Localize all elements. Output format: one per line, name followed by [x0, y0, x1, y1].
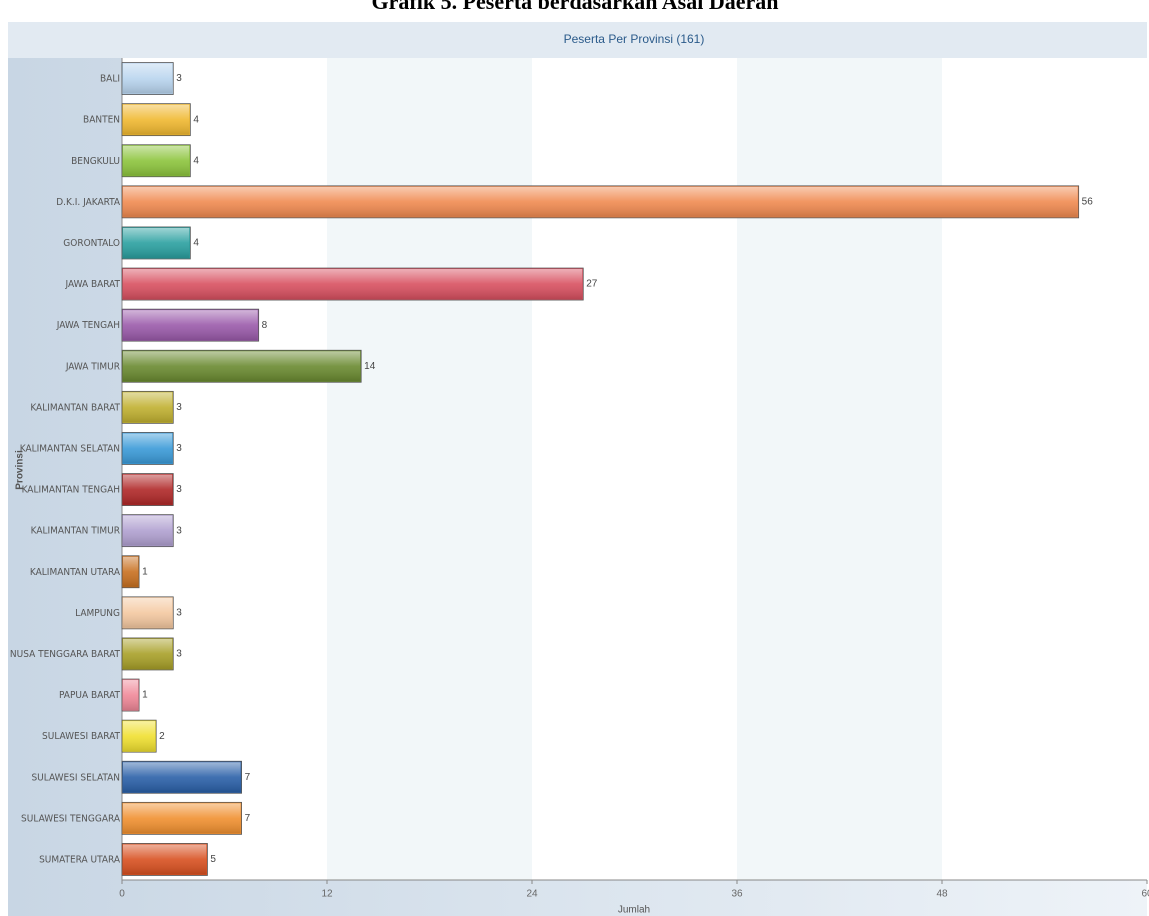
grid-band: [737, 58, 942, 880]
x-tick-label: 48: [936, 889, 948, 900]
plot-area: [122, 58, 1147, 880]
bar-gloss: [123, 104, 190, 135]
value-label: 4: [193, 238, 199, 249]
y-tick-label: JAWA BARAT: [65, 279, 121, 290]
y-tick-label: PAPUA BARAT: [59, 690, 121, 701]
value-label: 3: [176, 73, 182, 84]
bar-gloss: [123, 680, 139, 711]
bar-gloss: [123, 351, 361, 382]
bar-gloss: [123, 556, 139, 587]
y-tick-label: LAMPUNG: [75, 608, 120, 619]
value-label: 7: [245, 772, 251, 783]
value-label: 3: [176, 607, 182, 618]
y-tick-label: KALIMANTAN TENGAH: [22, 485, 120, 496]
bar-gloss: [123, 515, 173, 546]
bar-gloss: [123, 63, 173, 94]
bar-gloss: [123, 597, 173, 628]
y-tick-label: NUSA TENGGARA BARAT: [10, 649, 121, 660]
bar-gloss: [123, 803, 241, 834]
bar-gloss: [123, 474, 173, 505]
x-tick-label: 36: [731, 889, 743, 900]
x-tick-label: 24: [526, 889, 538, 900]
y-tick-label: SULAWESI SELATAN: [31, 772, 120, 783]
bar-gloss: [123, 269, 583, 300]
y-axis-label: Provinsi: [15, 450, 26, 490]
bar-gloss: [123, 186, 1078, 217]
y-tick-label: SUMATERA UTARA: [39, 854, 121, 865]
value-label: 3: [176, 443, 182, 454]
value-label: 3: [176, 402, 182, 413]
value-label: 1: [142, 566, 148, 577]
bar-gloss: [123, 310, 258, 341]
y-tick-label: JAWA TENGAH: [56, 320, 120, 331]
y-tick-label: KALIMANTAN UTARA: [30, 567, 121, 578]
bar-gloss: [123, 638, 173, 669]
value-label: 2: [159, 731, 165, 742]
y-tick-label: KALIMANTAN BARAT: [30, 402, 120, 413]
chart-title: Peserta Per Provinsi (161): [564, 32, 705, 46]
x-tick-label: 12: [321, 889, 333, 900]
value-label: 3: [176, 649, 182, 660]
y-tick-label: GORONTALO: [63, 238, 120, 249]
y-tick-label: SULAWESI TENGGARA: [21, 813, 121, 824]
value-label: 4: [193, 114, 199, 125]
bar-gloss: [123, 721, 156, 752]
value-label: 1: [142, 690, 148, 701]
y-tick-label: BANTEN: [83, 115, 120, 126]
grid-band: [327, 58, 532, 880]
x-tick-label: 60: [1141, 889, 1149, 900]
value-label: 8: [262, 320, 268, 331]
header: [8, 22, 1147, 58]
bar-gloss: [123, 145, 190, 176]
value-label: 14: [364, 361, 376, 372]
y-tick-label: BALI: [100, 74, 120, 85]
y-tick-label: KALIMANTAN TIMUR: [31, 526, 120, 537]
y-tick-label: JAWA TIMUR: [65, 361, 120, 372]
bar-gloss: [123, 762, 241, 793]
y-tick-label: D.K.I. JAKARTA: [56, 197, 121, 208]
bar-gloss: [123, 844, 207, 875]
y-tick-label: KALIMANTAN SELATAN: [20, 443, 120, 454]
bar-gloss: [123, 392, 173, 423]
bar-gloss: [123, 433, 173, 464]
page-title: Grafik 5. Peserta berdasarkan Asal Daera…: [372, 0, 779, 14]
value-label: 7: [245, 813, 251, 824]
x-tick-label: 0: [119, 889, 125, 900]
x-axis-label: Jumlah: [618, 905, 650, 916]
y-tick-label: BENGKULU: [71, 156, 120, 167]
value-label: 3: [176, 525, 182, 536]
value-label: 4: [193, 155, 199, 166]
y-tick-label: SULAWESI BARAT: [42, 731, 120, 742]
value-label: 56: [1082, 196, 1094, 207]
value-label: 27: [586, 279, 598, 290]
value-label: 5: [210, 854, 216, 865]
bar-gloss: [123, 227, 190, 258]
value-label: 3: [176, 484, 182, 495]
